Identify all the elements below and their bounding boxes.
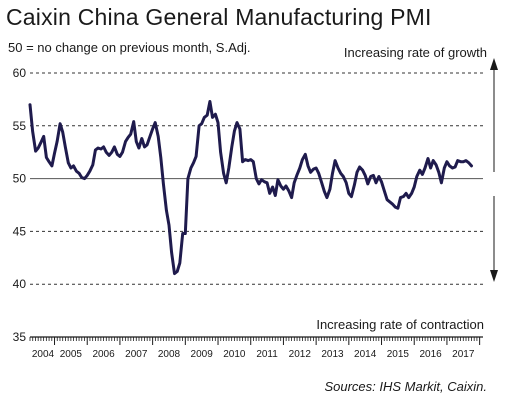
chart-title: Caixin China General Manufacturing PMI: [6, 4, 432, 30]
direction-arrows: [490, 58, 498, 282]
x-tick-label: 2005: [60, 349, 83, 360]
x-tick-label: 2016: [419, 349, 442, 360]
x-tick-label: 2009: [191, 349, 214, 360]
x-tick-label: 2007: [125, 349, 148, 360]
growth-arrow-head: [490, 58, 498, 70]
chart-subtitle: 50 = no change on previous month, S.Adj.: [8, 40, 251, 55]
x-tick-label: 2017: [452, 349, 475, 360]
y-tick-label: 50: [13, 172, 27, 186]
contraction-arrow-head: [490, 270, 498, 282]
x-tick-label: 2008: [158, 349, 181, 360]
x-tick-label: 2015: [387, 349, 410, 360]
x-tick-label: 2013: [321, 349, 344, 360]
source-note: Sources: IHS Markit, Caixin.: [324, 379, 487, 394]
y-tick-label: 35: [13, 330, 27, 344]
x-tick-label: 2012: [289, 349, 312, 360]
x-tick-label: 2006: [92, 349, 115, 360]
y-tick-label: 45: [13, 224, 27, 238]
contraction-annotation: Increasing rate of contraction: [316, 317, 484, 332]
x-tick-label: 2010: [223, 349, 246, 360]
x-tick-label: 2014: [354, 349, 377, 360]
axes: [29, 336, 483, 345]
y-tick-label: 55: [13, 119, 27, 133]
x-tick-labels: 2004 2005 2006 2007 2008 2009 2010 2011 2012 2013…: [32, 349, 475, 360]
growth-annotation: Increasing rate of growth: [343, 45, 487, 60]
x-tick-label: 2011: [256, 349, 278, 360]
y-tick-labels: 35 40 45 50 55 60: [13, 66, 27, 344]
y-tick-label: 60: [13, 66, 27, 80]
series-layer: [28, 100, 473, 276]
pmi-series-line: [28, 100, 473, 276]
x-tick-label: 2004: [32, 349, 55, 360]
y-tick-label: 40: [13, 277, 27, 291]
